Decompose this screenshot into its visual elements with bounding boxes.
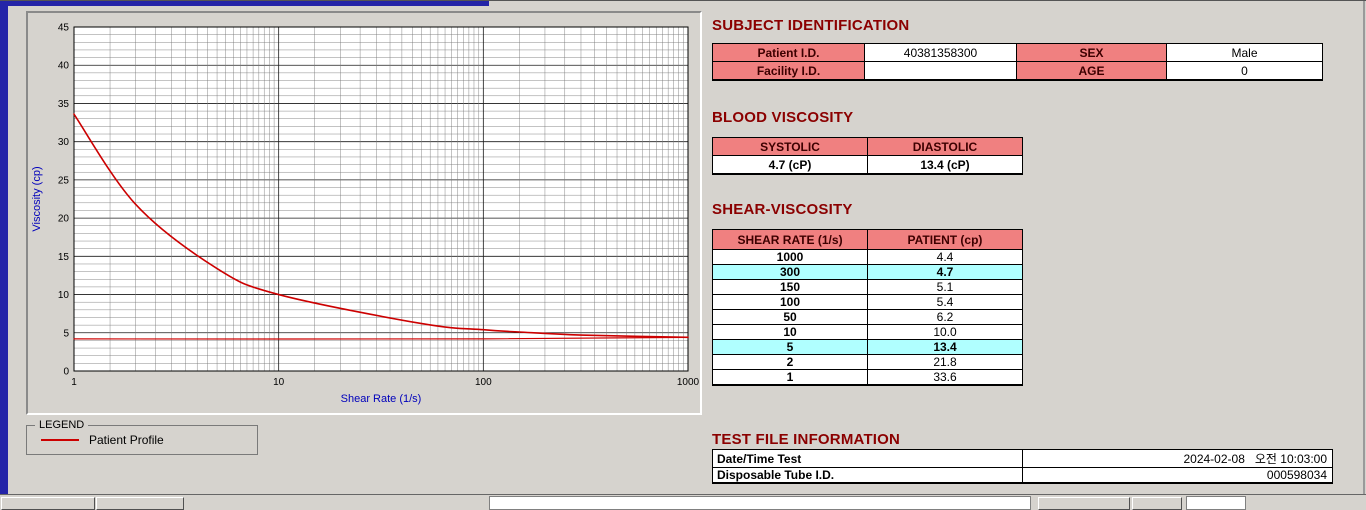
legend-series-label: Patient Profile (89, 433, 164, 447)
patient-viscosity-value: 4.4 (867, 249, 1023, 265)
patient-viscosity-value: 5.4 (867, 294, 1023, 310)
patient-viscosity-value: 13.4 (867, 339, 1023, 355)
shear-rate-value: 2 (712, 354, 868, 370)
shear-viscosity-title: SHEAR-VISCOSITY (712, 201, 853, 218)
patient-id-value: 40381358300 (864, 43, 1017, 62)
window-left-accent (0, 1, 8, 509)
svg-text:100: 100 (475, 377, 492, 388)
facility-id-label: Facility I.D. (712, 61, 865, 81)
table-row: 2 21.8 (712, 354, 1023, 370)
sex-value: Male (1166, 43, 1323, 62)
table-row: 1 33.6 (712, 369, 1023, 386)
svg-text:20: 20 (58, 214, 70, 225)
shear-viscosity-table: SHEAR RATE (1/s) PATIENT (cp) 1000 4.4 30… (712, 229, 1023, 386)
patient-viscosity-value: 6.2 (867, 309, 1023, 325)
svg-text:10: 10 (58, 290, 70, 301)
viscosity-chart-panel: 0 5 10 15 20 25 30 35 40 45 1 10 100 1000 Shear Rate (… (26, 11, 702, 415)
shear-rate-value: 1000 (712, 249, 868, 265)
disposable-tube-id-value: 000598034 (1022, 467, 1333, 484)
patient-cp-header: PATIENT (cp) (867, 229, 1023, 250)
shear-rate-header: SHEAR RATE (1/s) (712, 229, 868, 250)
systolic-header: SYSTOLIC (712, 137, 868, 156)
cutoff-button-1[interactable] (1, 497, 95, 510)
svg-text:25: 25 (58, 175, 70, 186)
table-row: 10 10.0 (712, 324, 1023, 340)
shear-rate-value: 150 (712, 279, 868, 295)
viscosity-chart: 0 5 10 15 20 25 30 35 40 45 1 10 100 1000 Shear Rate (… (31, 23, 700, 406)
patient-viscosity-value: 5.1 (867, 279, 1023, 295)
svg-text:Shear Rate (1/s): Shear Rate (1/s) (341, 393, 422, 405)
svg-text:Viscosity (cp): Viscosity (cp) (31, 166, 43, 231)
patient-viscosity-value: 33.6 (867, 369, 1023, 386)
cutoff-button-3[interactable] (1038, 497, 1130, 510)
shear-rate-value: 5 (712, 339, 868, 355)
date-time-test-label: Date/Time Test (712, 449, 1023, 468)
legend-box: LEGEND Patient Profile (26, 419, 258, 455)
shear-rate-value: 1 (712, 369, 868, 386)
table-row: Date/Time Test 2024-02-08 오전 10:03:00 (712, 449, 1333, 468)
svg-text:5: 5 (63, 328, 69, 339)
cutoff-button-2[interactable] (96, 497, 184, 510)
sex-label: SEX (1016, 43, 1167, 62)
shear-rate-value: 50 (712, 309, 868, 325)
disposable-tube-id-label: Disposable Tube I.D. (712, 467, 1023, 484)
cutoff-button-4[interactable] (1132, 497, 1182, 510)
table-row: SYSTOLIC DIASTOLIC (712, 137, 1023, 156)
legend-line-swatch (41, 439, 79, 441)
table-row: 5 13.4 (712, 339, 1023, 355)
table-row: 1000 4.4 (712, 249, 1023, 265)
shear-rate-value: 100 (712, 294, 868, 310)
blood-viscosity-title: BLOOD VISCOSITY (712, 109, 854, 126)
svg-text:1: 1 (71, 377, 77, 388)
table-row: Patient I.D. 40381358300 SEX Male (712, 43, 1323, 62)
window-top-accent (0, 1, 489, 6)
svg-text:10: 10 (273, 377, 285, 388)
age-value: 0 (1166, 61, 1323, 81)
svg-text:15: 15 (58, 252, 70, 263)
shear-rate-value: 10 (712, 324, 868, 340)
table-row: 4.7 (cP) 13.4 (cP) (712, 155, 1023, 175)
svg-text:1000: 1000 (677, 377, 700, 388)
svg-text:35: 35 (58, 99, 70, 110)
table-row: 50 6.2 (712, 309, 1023, 325)
svg-text:0: 0 (63, 367, 69, 378)
age-label: AGE (1016, 61, 1167, 81)
patient-viscosity-value: 10.0 (867, 324, 1023, 340)
test-file-information-table: Date/Time Test 2024-02-08 오전 10:03:00 Di… (712, 449, 1333, 484)
patient-viscosity-value: 21.8 (867, 354, 1023, 370)
test-file-information-title: TEST FILE INFORMATION (712, 431, 901, 448)
table-row: Disposable Tube I.D. 000598034 (712, 467, 1333, 484)
svg-text:40: 40 (58, 61, 70, 72)
diastolic-header: DIASTOLIC (867, 137, 1023, 156)
subject-identification-table: Patient I.D. 40381358300 SEX Male Facili… (712, 43, 1323, 81)
table-row: 150 5.1 (712, 279, 1023, 295)
legend-title: LEGEND (35, 419, 89, 431)
patient-viscosity-value: 4.7 (867, 264, 1023, 280)
subject-identification-title: SUBJECT IDENTIFICATION (712, 17, 910, 34)
patient-id-label: Patient I.D. (712, 43, 865, 62)
shear-rate-value: 300 (712, 264, 868, 280)
facility-id-value (864, 61, 1017, 81)
window-right-edge (1363, 1, 1365, 509)
blood-viscosity-table: SYSTOLIC DIASTOLIC 4.7 (cP) 13.4 (cP) (712, 137, 1023, 175)
svg-text:30: 30 (58, 137, 70, 148)
systolic-value: 4.7 (cP) (712, 155, 868, 175)
table-row: Facility I.D. AGE 0 (712, 61, 1323, 81)
table-row: 300 4.7 (712, 264, 1023, 280)
svg-text:45: 45 (58, 23, 70, 34)
table-row: 100 5.4 (712, 294, 1023, 310)
table-row: SHEAR RATE (1/s) PATIENT (cp) (712, 229, 1023, 250)
date-time-test-value: 2024-02-08 오전 10:03:00 (1022, 449, 1333, 468)
diastolic-value: 13.4 (cP) (867, 155, 1023, 175)
